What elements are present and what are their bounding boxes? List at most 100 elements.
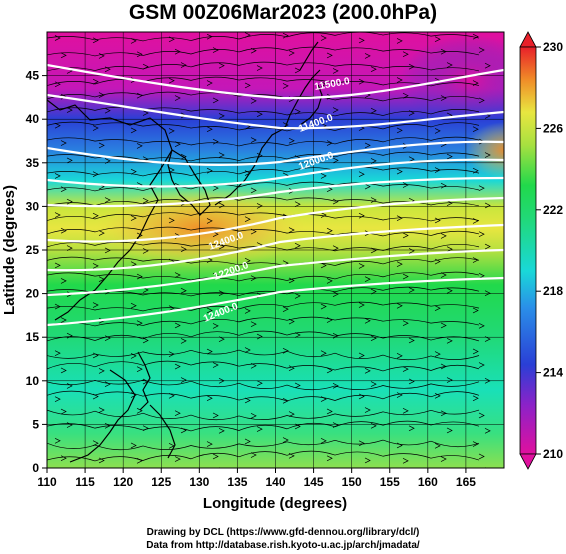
wind-arrow: [333, 473, 338, 478]
wind-arrow: [218, 290, 225, 296]
wind-arrow: [440, 95, 447, 101]
wind-arrow: [98, 407, 105, 413]
streamline: [47, 106, 480, 117]
streamline: [47, 439, 480, 451]
wind-arrow: [282, 398, 289, 404]
wind-arrow: [434, 393, 441, 399]
y-axis: 0 5 10 15 20 25 30 35 40 45: [26, 69, 47, 475]
wind-arrow: [370, 335, 377, 342]
x-tick-label: 130: [189, 475, 209, 489]
wind-streamlines: [47, 32, 491, 478]
wind-arrow: [408, 425, 415, 432]
y-tick-label: 0: [32, 461, 39, 475]
wind-arrow: [130, 168, 137, 175]
wind-arrow: [142, 63, 149, 70]
wind-arrow: [104, 247, 111, 254]
y-tick-label: 15: [26, 330, 40, 344]
wind-arrow: [396, 215, 403, 221]
wind-arrow: [92, 171, 99, 178]
wind-arrow: [295, 471, 300, 476]
wind-arrow: [358, 78, 365, 85]
wind-arrow: [180, 287, 187, 294]
x-tick-label: 150: [342, 475, 362, 489]
wind-arrow: [370, 423, 377, 429]
wind-arrow: [288, 318, 295, 325]
wind-arrow: [250, 137, 257, 143]
height-contours: [47, 63, 504, 327]
wind-arrow: [174, 363, 181, 370]
wind-arrow: [54, 212, 61, 218]
wind-arrow: [244, 216, 251, 223]
colorbar-scale: [519, 46, 537, 455]
wind-arrow: [294, 382, 301, 389]
streamline: [47, 91, 480, 102]
wind-arrow: [364, 53, 371, 59]
wind-arrow: [218, 336, 225, 342]
colorbar-label: 218: [543, 284, 563, 298]
wind-arrow: [282, 347, 289, 354]
wind-arrow: [320, 303, 327, 310]
wind-arrow: [396, 77, 403, 83]
wind-arrow: [66, 422, 73, 428]
wind-arrow: [174, 322, 181, 329]
wind-arrow: [358, 440, 365, 447]
wind-arrow: [168, 77, 175, 84]
credit-data: Data from http://database.rish.kyoto-u.a…: [146, 540, 420, 551]
wind-arrow: [212, 412, 219, 419]
wind-arrow: [174, 141, 181, 148]
plot-title: GSM 00Z06Mar2023 (200.0hPa): [128, 1, 438, 24]
wind-arrow: [104, 66, 111, 73]
wind-arrow: [446, 62, 453, 68]
wind-arrow: [288, 411, 295, 417]
wind-arrow: [250, 187, 257, 194]
wind-arrow: [434, 351, 441, 357]
wind-arrow: [446, 287, 453, 294]
y-tick-label: 35: [26, 156, 40, 170]
wind-arrow: [218, 428, 225, 434]
wind-arrow: [142, 425, 149, 432]
wind-arrow: [472, 167, 479, 174]
streamline: [47, 379, 480, 391]
streamline: [47, 330, 480, 342]
wind-arrow: [370, 197, 377, 203]
wind-arrow: [206, 307, 213, 314]
wind-arrow: [54, 303, 61, 310]
wind-arrow: [180, 338, 187, 344]
wind-arrow: [54, 262, 61, 269]
wind-arrow: [256, 65, 263, 71]
wind-arrow: [288, 365, 295, 372]
x-tick-label: 155: [380, 475, 400, 489]
wind-arrow: [60, 455, 67, 462]
wind-arrow: [92, 263, 99, 269]
wind-arrow: [472, 126, 479, 133]
streamline: [47, 46, 480, 57]
wind-arrow: [440, 182, 447, 189]
wind-arrow: [218, 62, 225, 69]
colorbar-label: 230: [543, 40, 563, 54]
wind-arrow: [326, 278, 333, 284]
wind-arrow: [326, 140, 333, 146]
wind-arrow: [218, 243, 225, 250]
wind-arrow: [484, 202, 491, 209]
wind-arrow: [174, 456, 181, 462]
wind-arrow: [218, 152, 225, 158]
wind-arrow: [288, 277, 295, 284]
wind-arrow: [105, 473, 110, 478]
wind-arrow: [478, 231, 485, 237]
wind-arrow: [484, 428, 491, 434]
wind-arrow: [440, 456, 447, 462]
wind-arrow: [136, 320, 143, 326]
wind-arrow: [60, 52, 67, 59]
wind-arrow: [282, 122, 289, 128]
wind-arrow: [60, 140, 67, 146]
wind-arrow: [206, 348, 213, 355]
y-tick-label: 40: [26, 112, 40, 126]
wind-arrow: [434, 36, 441, 43]
x-tick-label: 115: [75, 475, 95, 489]
wind-arrow: [402, 408, 409, 414]
wind-arrow: [136, 143, 143, 149]
wind-arrow: [294, 108, 301, 115]
wind-arrow: [358, 212, 365, 219]
wind-arrow: [130, 261, 137, 268]
wind-arrow: [364, 407, 371, 413]
